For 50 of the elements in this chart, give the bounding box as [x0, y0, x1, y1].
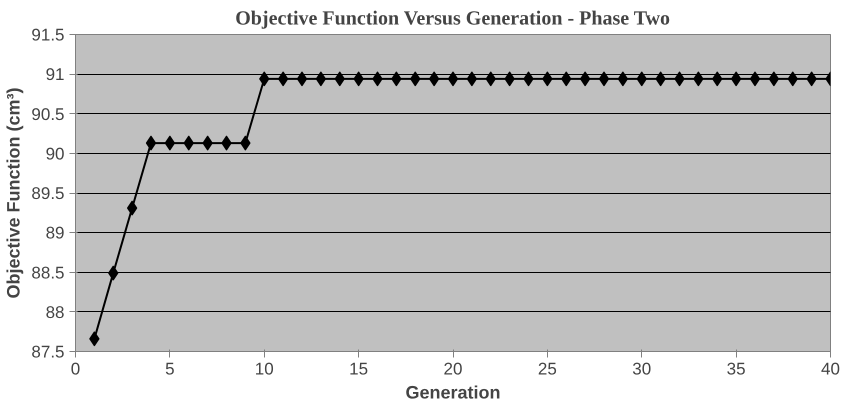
- point: [372, 71, 383, 86]
- point: [428, 71, 440, 86]
- point: [164, 136, 176, 151]
- point: [448, 71, 458, 86]
- x-tick-label: 25: [538, 360, 557, 378]
- x-tick-label: 30: [632, 360, 652, 378]
- y-tick-label: 90.5: [31, 104, 65, 124]
- point: [202, 136, 213, 151]
- x-tick-label: 15: [349, 360, 368, 378]
- point: [391, 71, 402, 86]
- point: [730, 71, 742, 86]
- point: [750, 71, 760, 86]
- y-tick-label: 90: [46, 144, 65, 164]
- x-tick-label: 5: [165, 360, 175, 378]
- point: [618, 71, 628, 86]
- point: [466, 71, 478, 86]
- point: [768, 71, 780, 86]
- y-tick-label: 88: [46, 302, 65, 322]
- x-tick-label: 20: [444, 360, 462, 378]
- point: [598, 71, 610, 86]
- point: [278, 71, 288, 86]
- point: [806, 71, 817, 86]
- point: [240, 136, 251, 151]
- point: [504, 71, 515, 86]
- x-tick-label: 0: [70, 360, 80, 378]
- x-tick-label: 35: [726, 360, 746, 378]
- point: [126, 200, 138, 216]
- point: [316, 71, 326, 86]
- point: [221, 136, 232, 151]
- x-tick-label: 10: [254, 360, 274, 378]
- y-axis-title: Objective Function (cm³): [3, 87, 24, 299]
- x-tick-label: 40: [821, 360, 840, 378]
- y-tick-label: 87.5: [31, 342, 65, 362]
- point: [89, 331, 100, 346]
- y-tick-label: 89.5: [31, 184, 65, 203]
- y-tick-label: 91: [46, 65, 65, 84]
- point: [674, 71, 685, 86]
- y-tick-label: 88.5: [31, 263, 65, 282]
- y-tick-label: 89: [46, 224, 65, 243]
- point: [296, 71, 308, 86]
- point: [580, 71, 590, 86]
- chart-title: Objective Function Versus Generation - Phase Two: [235, 8, 670, 30]
- y-tick-label: 91.5: [31, 26, 65, 44]
- point: [353, 71, 364, 86]
- point: [693, 71, 704, 86]
- point: [655, 71, 666, 86]
- x-axis-title: Generation: [405, 382, 501, 402]
- point: [523, 71, 534, 86]
- point: [146, 136, 156, 151]
- point: [542, 71, 553, 86]
